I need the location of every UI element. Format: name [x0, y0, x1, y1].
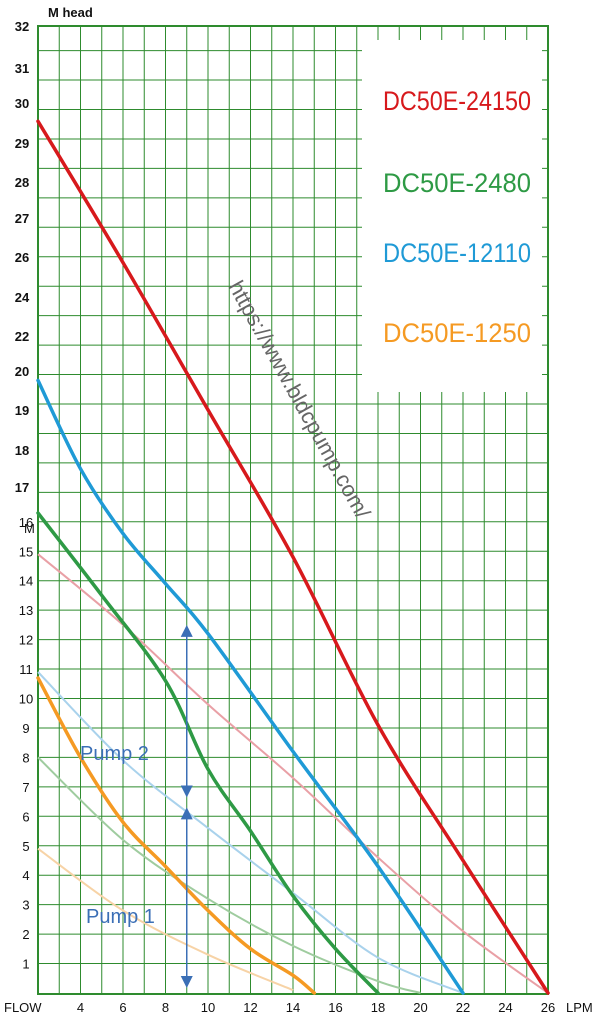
y-axis-title-lower: M — [24, 521, 35, 536]
legend-entry: DC50E-24150 — [383, 86, 531, 116]
x-tick-label: 26 — [541, 1000, 555, 1015]
annotation-label: Pump 2 — [80, 743, 149, 765]
y-tick-label: 29 — [15, 136, 29, 151]
x-tick-label: 22 — [456, 1000, 470, 1015]
y-tick-label: 1 — [22, 957, 29, 972]
faded-curve-4 — [37, 847, 294, 992]
arrow-head-up — [180, 624, 193, 637]
y-tick-label: 3 — [22, 898, 29, 913]
pump-curves — [36, 119, 550, 995]
y-tick-label: 22 — [15, 329, 29, 344]
arrow-head-up — [180, 807, 193, 820]
y-tick-label: 28 — [15, 175, 29, 190]
x-tick-label: 8 — [162, 1000, 169, 1015]
y-tick-label: 9 — [22, 721, 29, 736]
y-tick-label: 12 — [19, 633, 33, 648]
x-axis-title-left: FLOW — [4, 1000, 42, 1015]
y-tick-label: 20 — [15, 364, 29, 379]
y-tick-label: 24 — [15, 290, 30, 305]
x-tick-label: 14 — [286, 1000, 300, 1015]
y-tick-label: 18 — [15, 443, 29, 458]
y-ticks: 3231302928272624222019181716151413121110… — [15, 19, 33, 972]
annotation-label: Pump 1 — [86, 906, 155, 928]
y-tick-label: 15 — [19, 544, 33, 559]
legend: DC50E-24150 DC50E-2480 DC50E-12110 DC50E-12… — [383, 86, 531, 348]
x-tick-label: 10 — [201, 1000, 215, 1015]
series-line-dc50e-12110 — [36, 378, 465, 995]
x-ticks: 4 6 8 10 12 14 16 18 20 22 24 26 — [77, 1000, 555, 1015]
y-tick-label: 10 — [19, 692, 33, 707]
series-line-dc50e-2480 — [36, 511, 380, 995]
y-tick-label: 5 — [22, 839, 29, 854]
y-tick-label: 19 — [15, 403, 29, 418]
faded-curve-2 — [37, 756, 421, 994]
y-tick-label: 30 — [15, 96, 29, 111]
x-tick-label: 4 — [77, 1000, 84, 1015]
arrow-head-down — [180, 785, 193, 798]
y-tick-label: 26 — [15, 250, 29, 265]
y-axis-title: M head — [48, 5, 93, 20]
y-tick-label: 16 — [19, 515, 33, 530]
plot-frame — [37, 25, 549, 995]
x-tick-label: 12 — [243, 1000, 257, 1015]
grid — [38, 26, 548, 994]
x-tick-label: 18 — [371, 1000, 385, 1015]
y-tick-label: 11 — [19, 662, 33, 677]
y-tick-label: 32 — [15, 19, 29, 34]
y-tick-label: 4 — [22, 868, 29, 883]
y-tick-label: 7 — [22, 780, 29, 795]
legend-entry: DC50E-1250 — [383, 318, 531, 348]
faded-curve-3 — [37, 671, 464, 994]
y-tick-label: 13 — [19, 603, 33, 618]
y-tick-label: 6 — [22, 809, 29, 824]
y-tick-label: 27 — [15, 211, 29, 226]
series-line-dc50e-24150 — [36, 119, 550, 995]
y-tick-label: 2 — [22, 927, 29, 942]
y-tick-label: 8 — [22, 750, 29, 765]
y-tick-label: 31 — [15, 61, 29, 76]
x-tick-label: 20 — [413, 1000, 427, 1015]
x-tick-label: 6 — [119, 1000, 126, 1015]
legend-entry: DC50E-2480 — [383, 168, 531, 198]
series-line-dc50e-1250 — [36, 676, 317, 995]
arrow-head-down — [180, 976, 193, 988]
x-axis-title-right: LPM — [566, 1000, 593, 1015]
y-tick-label: 14 — [19, 574, 33, 589]
x-tick-label: 16 — [328, 1000, 342, 1015]
x-tick-label: 24 — [498, 1000, 512, 1015]
legend-entry: DC50E-12110 — [383, 238, 531, 268]
annotations: Pump 2 Pump 1 — [80, 624, 193, 988]
legend-box — [362, 40, 542, 392]
y-tick-label: 17 — [15, 480, 29, 495]
